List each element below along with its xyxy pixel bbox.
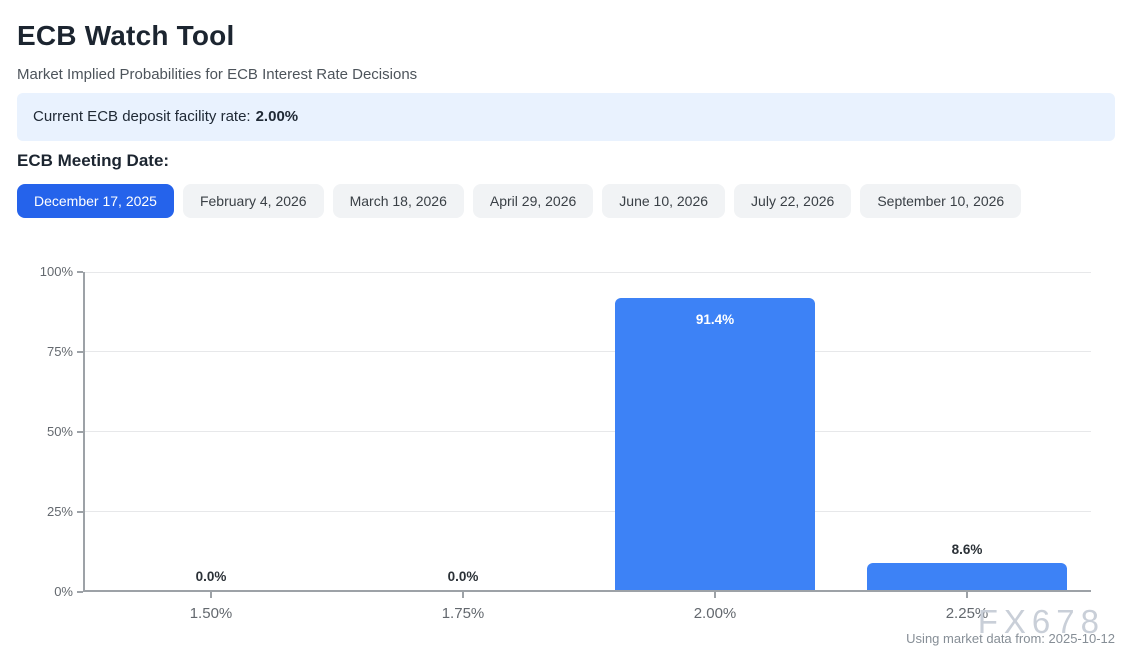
- meeting-date-tabs: December 17, 2025 February 4, 2026 March 1…: [17, 184, 1115, 218]
- meeting-date-tab[interactable]: April 29, 2026: [472, 184, 594, 218]
- y-axis-tick: [77, 271, 83, 273]
- current-rate-value: 2.00%: [255, 108, 299, 125]
- current-rate-label: Current ECB deposit facility rate:: [33, 108, 251, 125]
- probability-bar[interactable]: [615, 297, 815, 590]
- y-axis-tick: [77, 351, 83, 353]
- y-axis-label: 25%: [46, 504, 73, 519]
- meeting-date-tab[interactable]: December 17, 2025: [17, 184, 174, 218]
- gridline: [85, 272, 1091, 273]
- current-rate-banner: Current ECB deposit facility rate: 2.00%: [17, 93, 1115, 141]
- page: ECB Watch Tool Market Implied Probabilit…: [17, 20, 1115, 658]
- y-axis-label: 50%: [46, 424, 73, 439]
- gridline: [85, 351, 1091, 352]
- y-axis-label: 100%: [39, 264, 73, 279]
- y-axis-tick: [77, 431, 83, 433]
- meeting-date-tab[interactable]: July 22, 2026: [734, 184, 852, 218]
- x-axis-tick: [714, 592, 716, 598]
- y-axis-tick: [77, 511, 83, 513]
- meeting-date-tab[interactable]: March 18, 2026: [332, 184, 464, 218]
- probability-bar[interactable]: [867, 562, 1067, 590]
- page-subtitle: Market Implied Probabilities for ECB Int…: [17, 66, 418, 83]
- x-axis-label: 1.75%: [441, 605, 485, 622]
- gridline: [85, 431, 1091, 432]
- x-axis-tick: [966, 592, 968, 598]
- meeting-date-tab[interactable]: February 4, 2026: [182, 184, 324, 218]
- bar-value-label: 0.0%: [447, 569, 479, 584]
- source-note: Using market data from: 2025-10-12: [906, 631, 1115, 646]
- meeting-date-heading: ECB Meeting Date:: [17, 151, 170, 170]
- meeting-date-tab[interactable]: June 10, 2026: [602, 184, 726, 218]
- bar-value-label: 8.6%: [951, 541, 983, 557]
- bar-value-label: 0.0%: [195, 569, 227, 584]
- gridline: [85, 511, 1091, 512]
- plot-area: 0.0% 1.50% 0.0% 1.75% 91.4% 2.00% 8.6% 2.25%: [83, 272, 1091, 622]
- x-axis-label: 1.50%: [189, 605, 233, 622]
- y-axis-tick: [77, 591, 83, 593]
- bar-value-label: 91.4%: [695, 311, 735, 327]
- x-axis-tick: [462, 592, 464, 598]
- x-axis-label: 2.25%: [945, 605, 989, 622]
- x-axis-tick: [210, 592, 212, 598]
- x-axis-label: 2.00%: [693, 605, 737, 622]
- page-title: ECB Watch Tool: [17, 20, 235, 51]
- probability-chart: 0.0% 1.50% 0.0% 1.75% 91.4% 2.00% 8.6% 2.25% FX…: [17, 258, 1115, 658]
- meeting-date-tab[interactable]: September 10, 2026: [860, 184, 1022, 218]
- y-axis-label: 75%: [46, 344, 73, 359]
- watermark: FX678: [977, 603, 1105, 640]
- y-axis-label: 0%: [54, 584, 73, 599]
